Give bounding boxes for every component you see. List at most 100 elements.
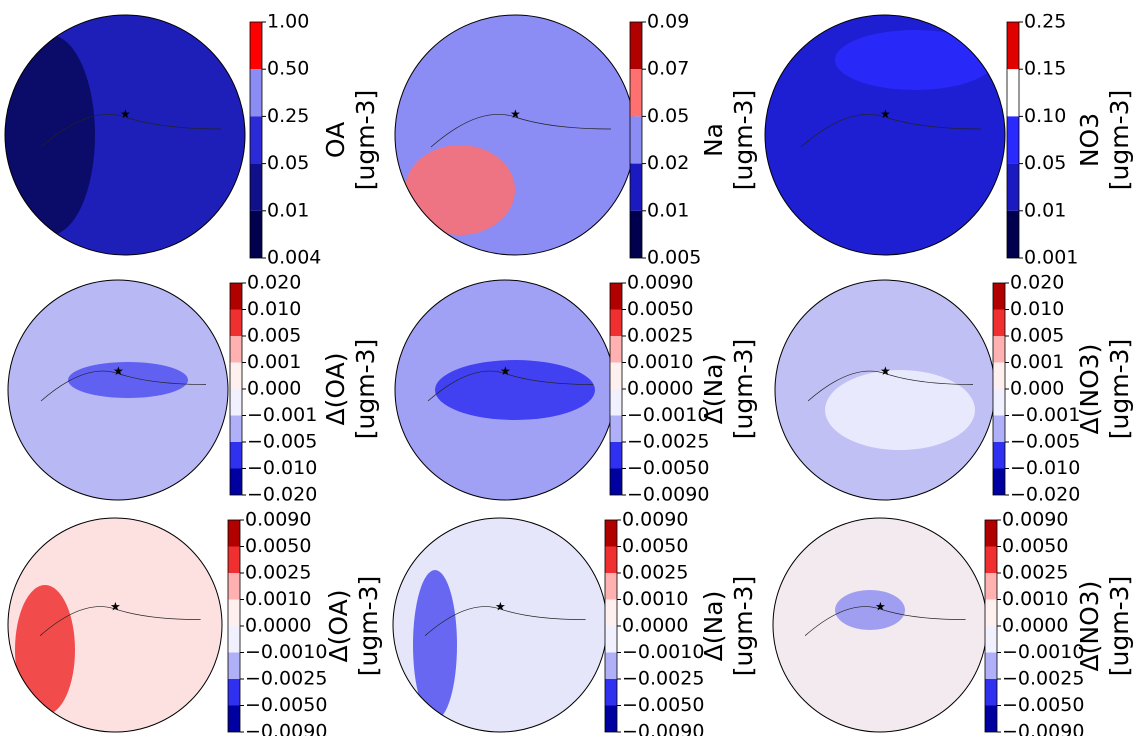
colorbar-tick-label: 0.010 <box>1010 298 1064 320</box>
colorbar-segment <box>230 336 242 363</box>
panel: ★ 0.0090 0.0050 0.0025 0.0010 0.0000 −0.0010 −0… <box>392 509 758 740</box>
colorbar-segment <box>228 573 240 600</box>
colorbar-tick-label: 0.07 <box>647 58 689 80</box>
colorbar-tick-label: −0.010 <box>1010 457 1080 479</box>
coastline <box>807 370 974 402</box>
colorbar-segment <box>985 652 997 679</box>
colorbar-tick-label: 0.0025 <box>627 325 693 347</box>
colorbar-segment <box>610 442 622 469</box>
colorbar-tick-label: 0.05 <box>1024 152 1066 174</box>
colorbar-tick-label: −0.0090 <box>627 484 709 506</box>
colorbar-segment <box>985 546 997 573</box>
colorbar-label: Δ(Na) [ugm-3] <box>699 339 758 440</box>
site-marker: ★ <box>113 364 124 378</box>
colorbar-segment <box>630 116 642 164</box>
map-region <box>835 590 905 630</box>
colorbar-segment <box>250 116 262 164</box>
colorbar-tick-label: 1.00 <box>267 11 309 33</box>
colorbar-segment <box>985 520 997 547</box>
colorbar-label: Δ(OA) [ugm-3] <box>324 576 383 677</box>
map <box>395 280 615 500</box>
colorbar-segment <box>250 69 262 117</box>
colorbar-segment <box>228 599 240 626</box>
colorbar-tick-label: 0.15 <box>1024 58 1066 80</box>
map-region <box>413 570 457 720</box>
map-border <box>4 14 246 256</box>
colorbar-segment <box>630 163 642 211</box>
colorbar-segment <box>993 415 1005 442</box>
colorbar-tick-label: −0.0090 <box>622 721 704 737</box>
colorbar-segment <box>228 652 240 679</box>
quantity-label: OA <box>321 122 350 158</box>
coastline <box>800 114 982 148</box>
colorbar-segment <box>985 599 997 626</box>
colorbar-segment <box>993 362 1005 389</box>
panel: ★ 0.020 0.010 0.005 0.001 0.000 −0.001 −0.005 −0… <box>7 272 380 506</box>
colorbar-segment <box>230 283 242 310</box>
colorbar-segment <box>610 415 622 442</box>
panel: ★ 0.0090 0.0050 0.0025 0.0010 0.0000 −0.0010 −0… <box>394 272 758 506</box>
unit-label: [ugm-3] <box>354 576 383 677</box>
colorbar-segment <box>230 389 242 416</box>
colorbar-tick-label: 0.0010 <box>1002 588 1068 610</box>
colorbar-tick-label: 0.0010 <box>627 351 693 373</box>
colorbar-tick-label: 0.0090 <box>245 509 311 531</box>
colorbar-tick-label: −0.020 <box>247 484 317 506</box>
map <box>765 15 1005 255</box>
colorbar-segment <box>230 309 242 336</box>
site-marker: ★ <box>120 107 131 121</box>
panel: ★ 0.25 0.15 0.10 0.05 0.01 0.001 NO3 [ugm-3] <box>764 11 1134 269</box>
colorbar-tick-label: −0.0050 <box>622 694 704 716</box>
colorbar-segment <box>610 309 622 336</box>
colorbar-segment <box>605 705 617 732</box>
colorbar-segment <box>993 309 1005 336</box>
colorbar-segment <box>610 336 622 363</box>
map <box>8 518 222 732</box>
panel: ★ 0.09 0.07 0.05 0.02 0.01 0.005 Na [ugm-3] <box>394 11 758 269</box>
colorbar-tick-label: 0.010 <box>247 298 301 320</box>
colorbar-tick-label: 0.25 <box>267 105 309 127</box>
colorbar-segment <box>610 362 622 389</box>
colorbar-segment <box>985 573 997 600</box>
unit-label: [ugm-3] <box>351 339 380 440</box>
unit-label: [ugm-3] <box>1105 339 1134 440</box>
colorbar-tick-label: 0.000 <box>247 378 301 400</box>
colorbar-tick-label: 0.005 <box>647 247 701 269</box>
colorbar-segment <box>985 626 997 653</box>
unit-label: [ugm-3] <box>729 90 758 191</box>
colorbar-tick-label: 0.000 <box>1010 378 1064 400</box>
colorbar-tick-label: 0.0090 <box>622 509 688 531</box>
colorbar-tick-label: 0.0000 <box>627 378 693 400</box>
colorbar-tick-label: −0.001 <box>1010 404 1080 426</box>
colorbar-label: Na [ugm-3] <box>699 90 758 191</box>
colorbar-tick-label: 0.001 <box>1024 247 1078 269</box>
map-region <box>68 362 188 398</box>
colorbar-tick-label: 0.0025 <box>622 562 688 584</box>
colorbar-tick-label: 0.0000 <box>622 615 688 637</box>
colorbar-tick-label: 0.0010 <box>245 588 311 610</box>
colorbar-segment <box>230 362 242 389</box>
colorbar-tick-label: 0.25 <box>1024 11 1066 33</box>
colorbar-segment <box>993 283 1005 310</box>
colorbar-segment <box>1007 210 1019 258</box>
colorbar-tick-label: −0.0050 <box>627 457 709 479</box>
colorbar-segment <box>610 468 622 495</box>
map-border <box>764 14 1006 256</box>
unit-label: [ugm-3] <box>1105 576 1134 677</box>
colorbar-segment <box>993 389 1005 416</box>
colorbar-tick-label: −0.005 <box>1010 431 1080 453</box>
map-region <box>15 585 75 715</box>
colorbar-segment <box>605 652 617 679</box>
colorbar-tick-label: −0.0010 <box>1002 641 1084 663</box>
map-region <box>405 145 515 235</box>
colorbar-segment <box>230 415 242 442</box>
colorbar-tick-label: −0.0025 <box>1002 668 1084 690</box>
colorbar-tick-label: 0.020 <box>247 272 301 294</box>
panel: ★ 0.0090 0.0050 0.0025 0.0010 0.0000 −0.0010 −0… <box>772 509 1134 740</box>
colorbar-segment <box>993 336 1005 363</box>
colorbar-tick-label: 0.50 <box>267 58 309 80</box>
colorbar-segment <box>605 679 617 706</box>
map <box>5 15 245 255</box>
map-region <box>825 370 975 450</box>
